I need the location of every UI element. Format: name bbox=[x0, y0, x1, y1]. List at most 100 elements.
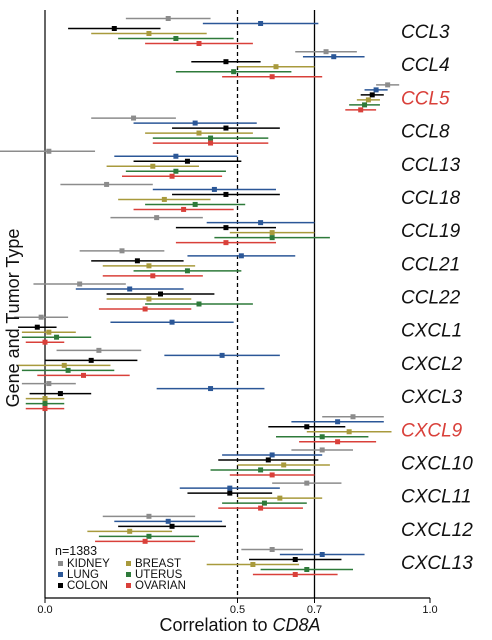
point-estimate bbox=[304, 424, 310, 430]
point-estimate bbox=[319, 447, 325, 453]
point-estimate bbox=[46, 381, 52, 387]
point-estimate bbox=[304, 480, 310, 486]
point-estimate bbox=[346, 429, 352, 435]
point-estimate bbox=[350, 414, 356, 420]
gene-row bbox=[206, 547, 365, 577]
point-estimate bbox=[119, 248, 125, 254]
gene-row bbox=[21, 381, 265, 412]
point-estimate bbox=[42, 396, 48, 402]
point-estimate bbox=[273, 64, 279, 70]
point-estimate bbox=[365, 97, 371, 103]
x-tick-label: 0.7 bbox=[307, 604, 322, 616]
point-estimate bbox=[223, 225, 229, 231]
legend-swatch bbox=[126, 561, 131, 566]
point-estimate bbox=[150, 163, 156, 169]
point-estimate bbox=[269, 230, 275, 236]
point-estimate bbox=[77, 281, 83, 287]
point-estimate bbox=[269, 235, 275, 241]
point-estimate bbox=[104, 181, 110, 187]
estimate-series bbox=[0, 16, 400, 577]
point-estimate bbox=[192, 201, 198, 207]
gene-label: CCL22 bbox=[401, 288, 461, 309]
point-estimate bbox=[223, 59, 229, 65]
point-estimate bbox=[146, 31, 152, 36]
point-estimate bbox=[134, 258, 140, 264]
point-estimate bbox=[142, 538, 148, 544]
point-estimate bbox=[219, 352, 225, 358]
point-estimate bbox=[131, 115, 137, 121]
point-estimate bbox=[127, 528, 133, 534]
point-estimate bbox=[269, 452, 275, 458]
point-estimate bbox=[169, 173, 175, 179]
point-estimate bbox=[88, 357, 94, 363]
legend: n=1383 KIDNEY BREAST LUNG UTERUS COLON OVARIA… bbox=[55, 544, 186, 592]
gene-row bbox=[14, 314, 234, 345]
legend-label: OVARIAN bbox=[135, 580, 186, 592]
gene-label: CCL5 bbox=[401, 88, 450, 109]
legend-label: COLON bbox=[67, 580, 108, 592]
point-estimate bbox=[269, 74, 275, 80]
point-estimate bbox=[196, 301, 202, 307]
point-estimate bbox=[192, 120, 198, 126]
point-estimate bbox=[184, 268, 190, 274]
x-tick-label: 1.0 bbox=[422, 604, 437, 616]
point-estimate bbox=[196, 130, 202, 136]
gene-label: CXCL13 bbox=[401, 553, 473, 574]
point-estimate bbox=[258, 467, 264, 473]
gene-label: CCL18 bbox=[401, 188, 461, 209]
gene-row bbox=[68, 16, 319, 46]
point-estimate bbox=[292, 557, 298, 562]
point-estimate bbox=[385, 82, 391, 88]
point-estimate bbox=[238, 253, 244, 259]
legend-swatch bbox=[58, 561, 63, 566]
gene-label: CXCL12 bbox=[401, 520, 473, 541]
point-estimate bbox=[127, 286, 133, 292]
point-estimate bbox=[258, 21, 264, 26]
point-estimate bbox=[258, 505, 264, 511]
point-estimate bbox=[208, 135, 214, 141]
point-estimate bbox=[319, 434, 325, 440]
gene-row bbox=[179, 480, 342, 511]
point-estimate bbox=[304, 567, 310, 572]
point-estimate bbox=[46, 148, 52, 154]
legend-label: KIDNEY bbox=[67, 558, 110, 570]
point-estimate bbox=[208, 386, 214, 392]
point-estimate bbox=[223, 240, 229, 246]
gene-row bbox=[60, 181, 280, 212]
point-estimate bbox=[146, 263, 152, 269]
point-estimate bbox=[173, 168, 179, 174]
legend-label: LUNG bbox=[67, 569, 99, 581]
x-tick-label: 0.0 bbox=[37, 604, 52, 616]
point-estimate bbox=[42, 406, 48, 412]
x-axis-title-gene: CD8A bbox=[273, 615, 321, 635]
point-estimate bbox=[323, 49, 329, 55]
point-estimate bbox=[161, 196, 167, 202]
point-estimate bbox=[231, 69, 237, 75]
gene-row bbox=[110, 215, 330, 246]
point-estimate bbox=[184, 158, 190, 164]
point-estimate bbox=[81, 372, 86, 378]
point-estimate bbox=[146, 533, 152, 539]
point-estimate bbox=[173, 153, 179, 159]
gene-row bbox=[18, 347, 280, 378]
point-estimate bbox=[292, 572, 298, 577]
gene-label: CCL4 bbox=[401, 55, 450, 76]
point-estimate bbox=[277, 495, 283, 501]
gene-label: CXCL11 bbox=[401, 487, 471, 508]
point-estimate bbox=[223, 125, 229, 131]
point-estimate bbox=[281, 462, 287, 468]
gene-row bbox=[175, 49, 365, 80]
gene-label: CCL13 bbox=[401, 155, 461, 176]
gene-row bbox=[210, 447, 353, 478]
x-axis-title-prefix: Correlation to bbox=[159, 615, 272, 635]
gene-label: CCL21 bbox=[401, 254, 460, 275]
point-estimate bbox=[331, 54, 337, 60]
point-estimate bbox=[154, 215, 160, 221]
point-estimate bbox=[227, 485, 233, 491]
point-estimate bbox=[211, 186, 217, 192]
gene-label: CXCL3 bbox=[401, 387, 463, 408]
gene-row bbox=[345, 82, 400, 113]
point-estimate bbox=[181, 206, 187, 212]
gene-label: CXCL10 bbox=[401, 453, 473, 474]
